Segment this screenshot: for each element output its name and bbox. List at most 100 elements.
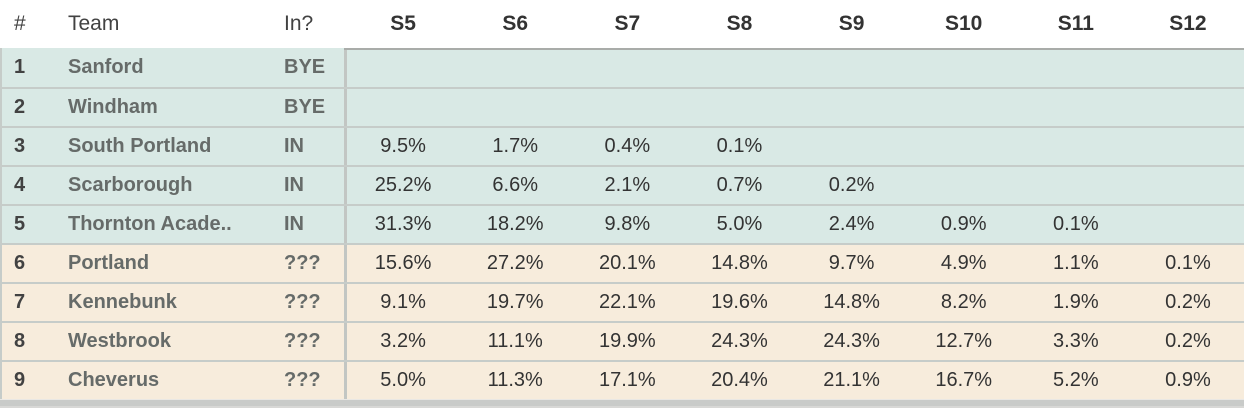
value-cell: 5.0% <box>347 360 460 399</box>
status-cell: ??? <box>278 360 344 399</box>
value-cell <box>1131 48 1244 87</box>
value-cell: 8.2% <box>907 282 1020 321</box>
playoff-odds-table: # Team In? S5 S6 S7 S8 S9 S10 S11 S12 1 … <box>0 0 1244 399</box>
value-cell: 15.6% <box>347 243 460 282</box>
value-cell: 12.7% <box>907 321 1020 360</box>
rank-cell: 4 <box>0 165 56 204</box>
value-cell: 21.1% <box>795 360 908 399</box>
column-header-s8: S8 <box>683 0 796 48</box>
value-cell: 0.9% <box>1131 360 1244 399</box>
value-cell: 14.8% <box>683 243 796 282</box>
value-cell: 2.4% <box>795 204 908 243</box>
value-cell <box>1019 165 1132 204</box>
team-cell: Westbrook <box>56 321 278 360</box>
value-cell: 3.3% <box>1019 321 1132 360</box>
value-cell: 0.2% <box>1131 282 1244 321</box>
rank-cell: 6 <box>0 243 56 282</box>
value-cell: 20.4% <box>683 360 796 399</box>
value-cell <box>907 126 1020 165</box>
value-cell: 18.2% <box>459 204 572 243</box>
value-cell: 2.1% <box>571 165 684 204</box>
team-cell: Sanford <box>56 48 278 87</box>
rank-cell: 5 <box>0 204 56 243</box>
status-cell: BYE <box>278 48 344 87</box>
value-cell: 9.5% <box>347 126 460 165</box>
value-cell <box>907 87 1020 126</box>
value-cell: 25.2% <box>347 165 460 204</box>
status-cell: ??? <box>278 282 344 321</box>
value-cell: 9.8% <box>571 204 684 243</box>
value-cell <box>347 87 460 126</box>
value-cell <box>1019 48 1132 87</box>
value-cell <box>1131 126 1244 165</box>
value-cell <box>1131 87 1244 126</box>
team-cell: Windham <box>56 87 278 126</box>
value-cell: 0.4% <box>571 126 684 165</box>
status-cell: IN <box>278 204 344 243</box>
value-cell <box>1019 87 1132 126</box>
region-divider-cell <box>344 360 347 399</box>
value-cell: 5.2% <box>1019 360 1132 399</box>
value-cell: 0.1% <box>1019 204 1132 243</box>
status-cell: BYE <box>278 87 344 126</box>
region-divider-cell <box>344 126 347 165</box>
rank-cell: 2 <box>0 87 56 126</box>
column-header-s12: S12 <box>1131 0 1244 48</box>
value-cell <box>907 48 1020 87</box>
value-cell <box>683 48 796 87</box>
value-cell: 22.1% <box>571 282 684 321</box>
value-cell: 3.2% <box>347 321 460 360</box>
column-header-s7: S7 <box>571 0 684 48</box>
value-cell <box>1131 165 1244 204</box>
bottom-edge-strip <box>0 399 1244 408</box>
value-cell: 4.9% <box>907 243 1020 282</box>
value-cell <box>1019 126 1132 165</box>
value-cell <box>1131 204 1244 243</box>
value-cell: 6.6% <box>459 165 572 204</box>
value-cell: 24.3% <box>795 321 908 360</box>
column-header-s11: S11 <box>1019 0 1132 48</box>
column-header-s6: S6 <box>459 0 572 48</box>
column-header-team: Team <box>56 0 278 48</box>
header-divider-spacer <box>344 0 347 48</box>
value-cell <box>795 87 908 126</box>
value-cell <box>347 48 460 87</box>
status-cell: ??? <box>278 243 344 282</box>
value-cell: 0.2% <box>1131 321 1244 360</box>
value-cell: 1.7% <box>459 126 572 165</box>
value-cell: 1.9% <box>1019 282 1132 321</box>
value-cell: 0.9% <box>907 204 1020 243</box>
value-cell: 24.3% <box>683 321 796 360</box>
value-cell: 9.7% <box>795 243 908 282</box>
value-cell: 20.1% <box>571 243 684 282</box>
value-cell: 19.9% <box>571 321 684 360</box>
status-cell: IN <box>278 165 344 204</box>
rank-cell: 1 <box>0 48 56 87</box>
value-cell: 16.7% <box>907 360 1020 399</box>
rank-cell: 9 <box>0 360 56 399</box>
column-header-s9: S9 <box>795 0 908 48</box>
value-cell: 1.1% <box>1019 243 1132 282</box>
column-header-s5: S5 <box>347 0 460 48</box>
value-cell: 9.1% <box>347 282 460 321</box>
rank-cell: 8 <box>0 321 56 360</box>
region-divider-cell <box>344 165 347 204</box>
status-cell: ??? <box>278 321 344 360</box>
region-divider-cell <box>344 243 347 282</box>
rank-cell: 3 <box>0 126 56 165</box>
value-cell: 19.7% <box>459 282 572 321</box>
value-cell <box>459 87 572 126</box>
value-cell: 14.8% <box>795 282 908 321</box>
region-divider-cell <box>344 204 347 243</box>
status-cell: IN <box>278 126 344 165</box>
rank-cell: 7 <box>0 282 56 321</box>
team-cell: Scarborough <box>56 165 278 204</box>
value-cell: 17.1% <box>571 360 684 399</box>
value-cell: 0.7% <box>683 165 796 204</box>
team-cell: Cheverus <box>56 360 278 399</box>
region-divider-cell <box>344 48 347 87</box>
value-cell <box>571 48 684 87</box>
team-cell: Kennebunk <box>56 282 278 321</box>
value-cell: 19.6% <box>683 282 796 321</box>
value-cell: 0.1% <box>683 126 796 165</box>
